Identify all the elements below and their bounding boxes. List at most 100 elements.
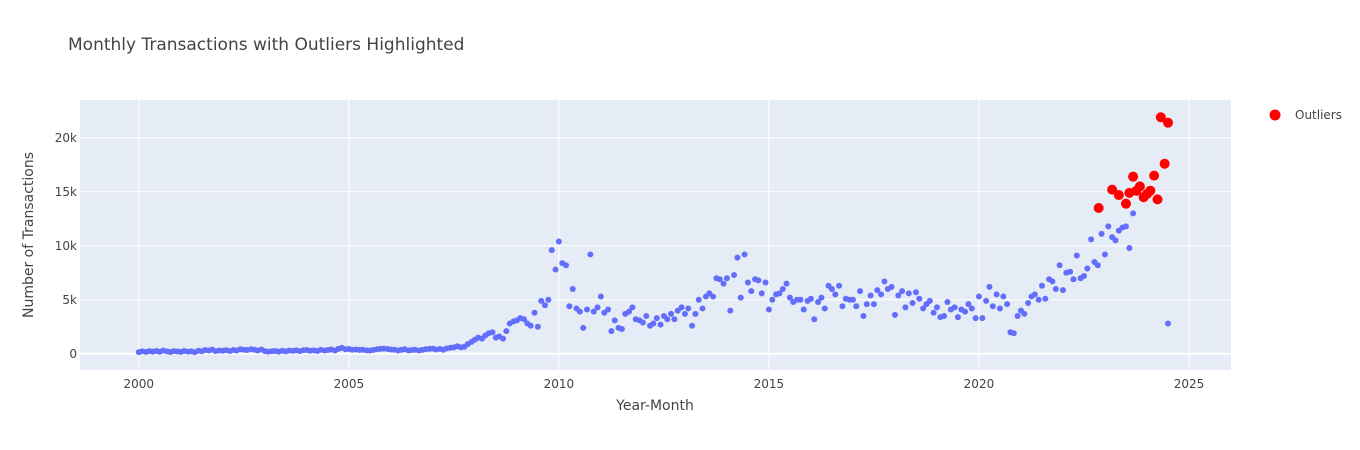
- data-point[interactable]: [786, 294, 793, 301]
- data-point[interactable]: [668, 310, 675, 317]
- data-point[interactable]: [1126, 244, 1133, 251]
- data-point[interactable]: [870, 301, 877, 308]
- data-point[interactable]: [828, 286, 835, 292]
- data-point[interactable]: [590, 308, 597, 315]
- data-point[interactable]: [983, 297, 990, 304]
- data-point[interactable]: [1010, 330, 1017, 337]
- data-point[interactable]: [1080, 273, 1087, 280]
- data-point[interactable]: [972, 315, 979, 322]
- data-point[interactable]: [996, 305, 1003, 312]
- data-point[interactable]: [664, 316, 671, 323]
- data-point[interactable]: [933, 304, 940, 311]
- data-point[interactable]: [986, 283, 993, 290]
- data-point[interactable]: [930, 309, 937, 316]
- data-point[interactable]: [832, 291, 839, 298]
- data-point[interactable]: [968, 305, 975, 312]
- legend[interactable]: Outliers: [1269, 108, 1343, 122]
- data-point[interactable]: [531, 309, 538, 316]
- data-point[interactable]: [618, 325, 625, 332]
- data-point[interactable]: [962, 308, 969, 315]
- data-point[interactable]: [695, 296, 702, 303]
- data-point[interactable]: [891, 311, 898, 318]
- data-point[interactable]: [941, 313, 948, 319]
- data-point[interactable]: [538, 297, 545, 304]
- data-point[interactable]: [1112, 237, 1119, 244]
- data-point[interactable]: [979, 315, 986, 322]
- data-point[interactable]: [839, 303, 846, 310]
- data-point[interactable]: [881, 278, 888, 285]
- data-point[interactable]: [580, 324, 587, 331]
- data-point[interactable]: [1164, 320, 1171, 327]
- data-point[interactable]: [954, 314, 961, 321]
- data-point[interactable]: [699, 305, 706, 312]
- data-point[interactable]: [716, 276, 723, 283]
- data-point[interactable]: [555, 238, 562, 245]
- data-point[interactable]: [1021, 310, 1028, 317]
- data-point[interactable]: [860, 313, 867, 319]
- data-point[interactable]: [878, 291, 885, 298]
- data-point[interactable]: [552, 266, 559, 273]
- data-point[interactable]: [853, 303, 860, 310]
- data-point[interactable]: [1094, 262, 1101, 269]
- outlier-point[interactable]: [1128, 171, 1139, 182]
- data-point[interactable]: [744, 279, 751, 286]
- data-point[interactable]: [1088, 236, 1095, 243]
- data-point[interactable]: [681, 310, 688, 317]
- data-point[interactable]: [902, 304, 909, 311]
- data-point[interactable]: [521, 316, 528, 323]
- outlier-point[interactable]: [1093, 203, 1104, 213]
- data-point[interactable]: [765, 306, 772, 313]
- outlier-point[interactable]: [1159, 158, 1170, 169]
- data-point[interactable]: [815, 298, 822, 305]
- data-point[interactable]: [678, 304, 685, 311]
- outlier-point[interactable]: [1152, 194, 1163, 205]
- outlier-point[interactable]: [1107, 184, 1118, 195]
- data-point[interactable]: [534, 323, 541, 330]
- data-point[interactable]: [1014, 313, 1021, 319]
- data-point[interactable]: [874, 287, 881, 294]
- data-point[interactable]: [692, 310, 699, 317]
- data-point[interactable]: [849, 296, 856, 303]
- data-point[interactable]: [1025, 300, 1032, 307]
- data-point[interactable]: [576, 308, 583, 315]
- data-point[interactable]: [605, 306, 612, 313]
- data-point[interactable]: [1049, 278, 1056, 285]
- data-point[interactable]: [811, 316, 818, 323]
- data-point[interactable]: [685, 305, 692, 312]
- data-point[interactable]: [867, 292, 874, 299]
- data-point[interactable]: [899, 288, 906, 295]
- data-point[interactable]: [489, 329, 496, 336]
- data-point[interactable]: [734, 254, 741, 261]
- data-point[interactable]: [1098, 230, 1105, 237]
- data-point[interactable]: [548, 247, 555, 254]
- data-point[interactable]: [741, 251, 748, 258]
- data-point[interactable]: [769, 296, 776, 303]
- outlier-point[interactable]: [1162, 117, 1173, 128]
- outlier-point[interactable]: [1149, 170, 1160, 181]
- data-point[interactable]: [1122, 223, 1129, 230]
- data-point[interactable]: [1067, 268, 1074, 275]
- outlier-point[interactable]: [1134, 181, 1145, 192]
- data-point[interactable]: [1035, 296, 1042, 303]
- data-point[interactable]: [1101, 251, 1108, 258]
- data-point[interactable]: [594, 304, 601, 311]
- data-point[interactable]: [653, 315, 660, 322]
- data-point[interactable]: [895, 292, 902, 299]
- data-point[interactable]: [671, 316, 678, 323]
- plot-area[interactable]: [80, 100, 1231, 370]
- data-point[interactable]: [1000, 293, 1007, 300]
- outlier-point[interactable]: [1113, 190, 1124, 201]
- data-point[interactable]: [863, 301, 870, 308]
- data-point[interactable]: [1042, 295, 1049, 302]
- data-point[interactable]: [1130, 210, 1137, 217]
- data-point[interactable]: [807, 295, 814, 302]
- data-point[interactable]: [545, 296, 552, 303]
- data-point[interactable]: [720, 280, 727, 287]
- data-point[interactable]: [821, 305, 828, 312]
- data-point[interactable]: [1052, 286, 1059, 292]
- data-point[interactable]: [912, 289, 919, 296]
- data-point[interactable]: [1004, 301, 1011, 308]
- data-point[interactable]: [527, 322, 534, 329]
- data-point[interactable]: [905, 290, 912, 297]
- data-point[interactable]: [597, 293, 604, 300]
